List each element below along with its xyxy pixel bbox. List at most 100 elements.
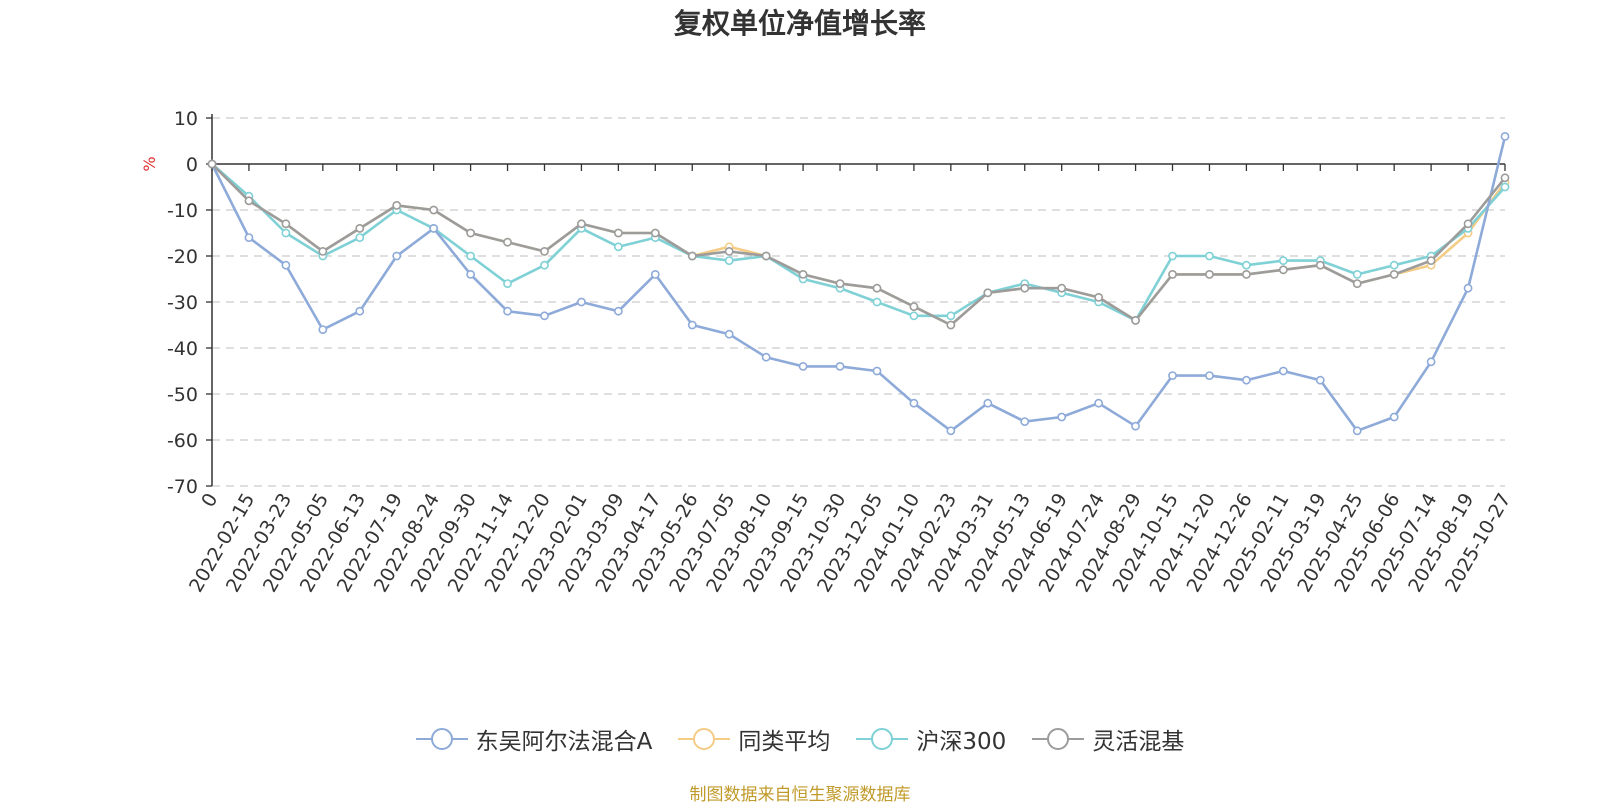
legend-item-peer-average[interactable]: 同类平均 <box>678 722 830 756</box>
data-point <box>872 297 882 307</box>
data-point <box>872 283 882 293</box>
data-point <box>1242 260 1251 270</box>
grid-lines <box>212 117 1505 487</box>
y-tick-label: -50 <box>167 384 198 406</box>
data-point <box>1131 421 1140 431</box>
data-point <box>687 320 697 330</box>
legend-marker-icon <box>678 728 731 750</box>
data-point <box>724 256 734 265</box>
legend-item-csi300[interactable]: 沪深300 <box>856 722 1006 756</box>
legend-item-flexible-mixed[interactable]: 灵活混基 <box>1032 722 1184 756</box>
data-point <box>429 205 439 215</box>
data-point <box>613 306 623 316</box>
axes <box>206 114 1506 487</box>
data-point <box>798 269 808 279</box>
data-point <box>503 306 512 316</box>
series-line-0 <box>210 136 1507 433</box>
data-point <box>687 251 697 261</box>
data-point <box>835 361 845 371</box>
data-point <box>281 219 291 229</box>
x-tick-label: 0 <box>197 490 222 511</box>
data-point <box>761 251 771 261</box>
data-point <box>798 361 808 371</box>
data-point <box>429 223 439 233</box>
data-point <box>1278 366 1288 376</box>
data-point <box>909 311 919 321</box>
data-point <box>392 251 402 261</box>
data-point <box>355 306 365 316</box>
data-point <box>244 196 254 206</box>
chart-title: 复权单位净值增长率 <box>673 7 926 40</box>
series-line-1 <box>211 163 1507 327</box>
data-point <box>281 260 291 270</box>
data-point <box>1205 371 1214 380</box>
data-point <box>392 200 402 210</box>
data-point <box>1389 269 1399 279</box>
legend-item-fund[interactable]: 东吴阿尔法混合A <box>415 722 653 756</box>
y-tick-label: -40 <box>167 338 198 360</box>
data-point <box>318 246 328 256</box>
data-point <box>1278 265 1288 275</box>
data-point <box>1352 279 1362 288</box>
y-tick-label: -10 <box>167 200 198 222</box>
data-point <box>613 228 623 238</box>
data-point <box>983 398 993 408</box>
data-point <box>946 320 956 330</box>
data-point <box>613 242 623 252</box>
legend-label: 同类平均 <box>738 729 831 755</box>
legend: 东吴阿尔法混合A 同类平均 沪深300 灵活混基 <box>0 722 1600 756</box>
series-line-3 <box>211 163 1507 327</box>
data-point <box>1426 256 1436 265</box>
data-point <box>1242 269 1251 279</box>
legend-label: 灵活混基 <box>1092 729 1185 755</box>
data-point <box>946 426 956 436</box>
series-line-2 <box>211 163 1506 322</box>
data-point <box>1500 173 1510 183</box>
data-point <box>650 228 660 238</box>
data-point <box>1315 260 1325 270</box>
data-point <box>1168 371 1177 380</box>
data-point <box>1242 375 1251 385</box>
data-point <box>1389 260 1399 270</box>
data-point <box>909 302 919 311</box>
data-point <box>1057 412 1067 422</box>
data-point <box>355 233 365 242</box>
data-point <box>244 233 254 242</box>
data-point <box>577 297 586 307</box>
data-point <box>983 288 993 298</box>
data-point <box>946 311 956 321</box>
y-tick-label: 10 <box>174 108 198 130</box>
data-point <box>1168 251 1177 261</box>
y-tick-label: 0 <box>186 154 198 176</box>
data-point <box>650 269 660 279</box>
data-point <box>466 251 475 261</box>
series-lines <box>207 131 1510 436</box>
data-point <box>1205 251 1214 261</box>
data-point <box>1315 375 1325 385</box>
data-point <box>1463 283 1473 293</box>
data-point <box>355 223 365 233</box>
data-point <box>909 398 919 408</box>
data-point <box>1389 412 1399 422</box>
data-point <box>1278 256 1288 265</box>
data-point <box>724 246 734 256</box>
legend-marker-icon <box>415 728 468 750</box>
data-point <box>761 352 771 362</box>
data-point <box>540 260 549 270</box>
data-point <box>281 228 291 238</box>
data-point <box>1094 398 1104 408</box>
data-point <box>540 311 549 321</box>
data-point <box>1352 426 1362 436</box>
data-point <box>207 159 217 169</box>
data-point <box>1205 269 1214 279</box>
legend-label: 东吴阿尔法混合A <box>475 729 653 755</box>
legend-marker-icon <box>1032 728 1085 750</box>
y-tick-label: -30 <box>167 292 198 314</box>
data-point <box>577 219 586 229</box>
data-point <box>466 269 475 279</box>
data-point <box>1168 269 1177 279</box>
data-point <box>318 325 328 334</box>
data-point <box>724 329 734 339</box>
y-tick-label: -60 <box>167 430 198 452</box>
y-tick-label: -20 <box>167 246 198 268</box>
